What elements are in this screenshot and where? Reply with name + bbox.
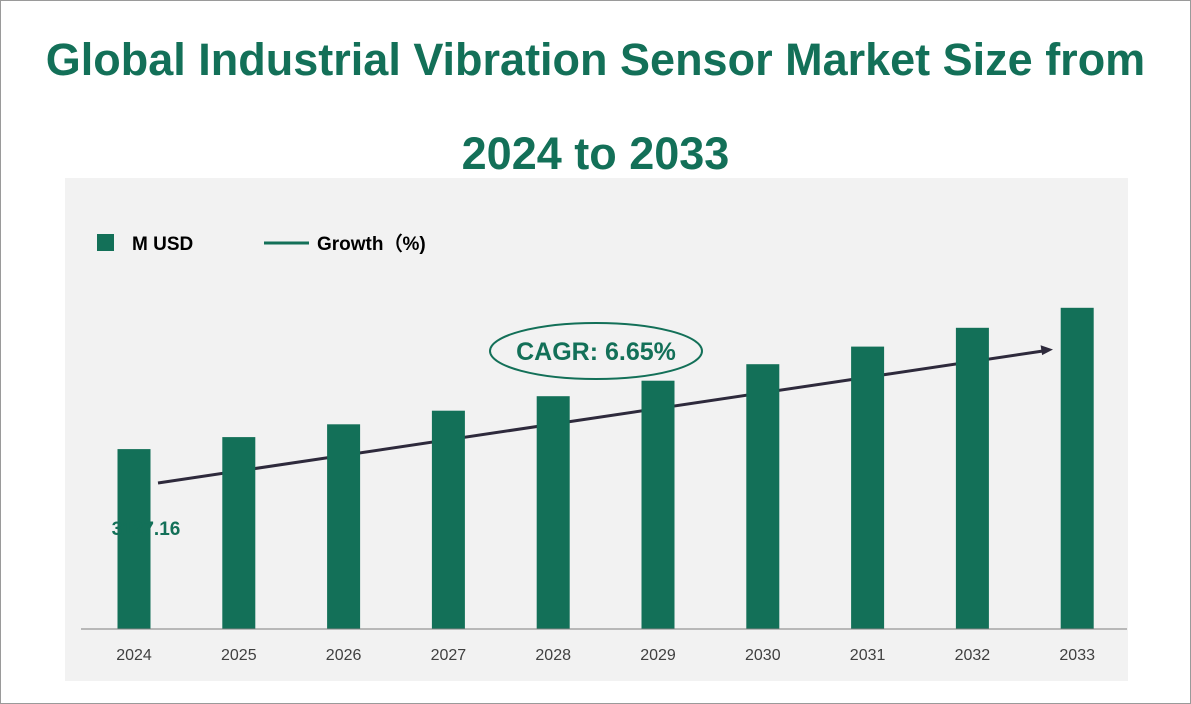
bar-2027	[431, 410, 465, 629]
bar-2031	[851, 346, 885, 629]
bar-2032	[955, 327, 989, 629]
bars-group	[117, 307, 1094, 629]
x-tick-label-2027: 2027	[431, 647, 467, 664]
bar-2024	[117, 449, 151, 629]
x-tick-label-2025: 2025	[221, 647, 257, 664]
trend-arrow-head	[1040, 345, 1053, 356]
legend: M USD Growth（%)	[97, 232, 426, 255]
chart-title-line-2: 2024 to 2033	[461, 128, 730, 179]
cagr-annotation: CAGR: 6.65%	[489, 322, 703, 380]
bar-2030	[746, 364, 780, 629]
bar-2026	[327, 424, 361, 629]
x-tick-label-2026: 2026	[326, 647, 362, 664]
bar-2028	[536, 396, 570, 629]
first-bar-value-label: 3127.16	[112, 519, 181, 540]
x-tick-label-2028: 2028	[535, 647, 571, 664]
bar-2033	[1060, 307, 1094, 629]
trend-arrow	[157, 345, 1053, 485]
x-tick-label-2031: 2031	[850, 647, 886, 664]
x-tick-label-2024: 2024	[116, 647, 152, 664]
cagr-label: CAGR: 6.65%	[516, 338, 676, 366]
legend-bar-swatch	[97, 234, 114, 251]
x-tick-label-2032: 2032	[955, 647, 991, 664]
legend-line-label: Growth（%)	[317, 232, 426, 255]
cagr-ellipse	[489, 322, 703, 380]
legend-bar-label: M USD	[132, 234, 193, 255]
x-tick-label-2033: 2033	[1059, 647, 1095, 664]
bar-2025	[222, 437, 256, 629]
bar-2029	[641, 380, 675, 629]
x-tick-label-2030: 2030	[745, 647, 781, 664]
trend-arrow-line	[157, 349, 1044, 485]
chart-title-line-1: Global Industrial Vibration Sensor Marke…	[45, 34, 1146, 85]
x-tick-labels: 2024 2025 2026 2027 2028 2029 2030 2031 2032 2033	[116, 647, 1095, 664]
x-tick-label-2029: 2029	[640, 647, 676, 664]
